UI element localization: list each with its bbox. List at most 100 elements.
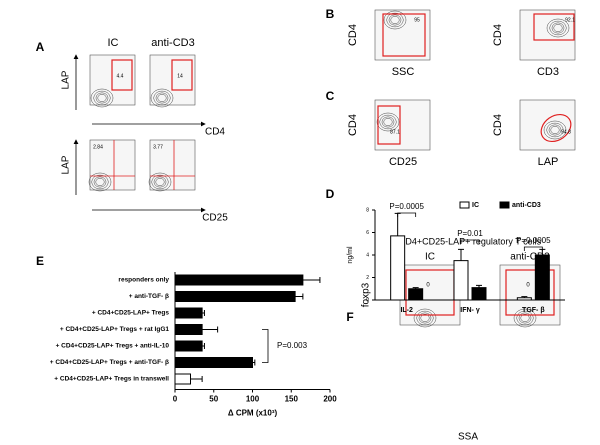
- axis-label: ng/ml: [347, 246, 354, 264]
- contour: [381, 116, 395, 128]
- category-label: + CD4+CD25-LAP+ Tregs in transwell: [54, 376, 169, 383]
- axis-label: LAP: [61, 70, 72, 89]
- bar: [408, 288, 424, 301]
- quadrant-value: 3.77: [153, 144, 163, 150]
- flow-plot: [374, 99, 431, 151]
- gate-value: 92.1: [565, 17, 575, 23]
- bar: [174, 307, 203, 319]
- contour: [420, 314, 430, 322]
- contour: [376, 112, 400, 132]
- x-tick-label: 50: [209, 395, 218, 404]
- x-tick-label: IFN- γ: [460, 307, 480, 314]
- x-tick-label: 0: [173, 395, 178, 404]
- contour: [416, 310, 434, 326]
- contour: [95, 92, 109, 104]
- axis-label: CD25: [202, 213, 228, 224]
- flow-plot: [89, 139, 136, 191]
- gate: [171, 59, 193, 91]
- panel-label: C: [326, 89, 335, 103]
- axis-label: LAP: [538, 156, 559, 168]
- contour: [513, 308, 537, 328]
- x-tick-label: 200: [323, 395, 337, 404]
- category-label: + CD4+CD25-LAP+ Tregs + anti-IL-10: [56, 343, 170, 350]
- axis-label: SSA: [458, 432, 478, 443]
- gate: [382, 13, 426, 57]
- quadrant-value: 2.84: [93, 144, 103, 150]
- contour: [97, 94, 107, 102]
- axis-label: CD4: [347, 114, 359, 136]
- panel-label: D: [326, 187, 335, 201]
- contour: [91, 174, 109, 190]
- gate-value: 14: [177, 73, 183, 79]
- axis-label: CD4: [492, 114, 504, 136]
- contour: [148, 172, 172, 192]
- x-tick-label: 150: [285, 395, 299, 404]
- panel-label: E: [36, 254, 44, 268]
- contour: [550, 126, 560, 134]
- contour: [418, 312, 432, 324]
- gate: [377, 105, 401, 145]
- bar: [174, 291, 296, 302]
- gate-value: 0: [526, 283, 530, 289]
- axis-label: SSC: [392, 66, 415, 78]
- panel-label: F: [346, 310, 353, 324]
- contour: [95, 178, 105, 186]
- contour: [546, 18, 570, 38]
- category-label: + anti-TGF- β: [129, 293, 169, 300]
- contour: [386, 12, 404, 28]
- x-tick-label: 100: [246, 395, 260, 404]
- axis-label: CD4: [347, 24, 359, 46]
- axis-label: foxp3: [361, 282, 372, 307]
- legend-label: IC: [472, 202, 479, 209]
- category-label: + CD4+CD25-LAP+ Tregs + rat IgG1: [60, 326, 169, 333]
- contour: [549, 20, 567, 36]
- contour: [155, 92, 169, 104]
- panel-label: B: [326, 7, 335, 21]
- flow-plot: [519, 9, 576, 61]
- contour: [383, 10, 407, 30]
- contour: [150, 88, 174, 108]
- flow-plot: [499, 264, 561, 326]
- axis-label: CD3: [537, 66, 559, 78]
- contour: [90, 88, 114, 108]
- category-label: + CD4+CD25-LAP+ Tregs + anti-TGF- β: [50, 359, 169, 366]
- axis-label: CD25: [389, 156, 417, 168]
- contour: [516, 310, 534, 326]
- column-label: IC: [108, 37, 119, 49]
- contour: [553, 24, 563, 32]
- bracket: [460, 239, 480, 244]
- annotation: P=0.0005: [389, 202, 424, 211]
- x-tick-label: IL-2: [400, 307, 413, 314]
- contour: [548, 124, 562, 136]
- bar: [174, 274, 304, 286]
- contour: [379, 114, 397, 130]
- contour: [151, 174, 169, 190]
- gate: [505, 269, 555, 316]
- bar: [174, 340, 203, 352]
- column-label: anti-CD3: [151, 37, 194, 49]
- bar: [471, 287, 487, 301]
- flow-plot: [519, 99, 576, 151]
- bar: [174, 357, 253, 368]
- y-tick-label: 8: [366, 207, 369, 213]
- contour: [390, 16, 400, 24]
- gate: [533, 13, 575, 41]
- contour: [520, 314, 530, 322]
- bar: [174, 324, 203, 335]
- contour: [383, 118, 393, 126]
- y-tick-label: 6: [366, 230, 369, 236]
- gate-value: 95: [414, 17, 420, 23]
- gate-value: 87.1: [390, 129, 400, 135]
- gate-value: 94.8: [561, 129, 571, 135]
- y-tick-label: 0: [366, 297, 369, 303]
- gate-value: 0: [426, 283, 430, 289]
- contour: [88, 172, 112, 192]
- column-label: IC: [425, 252, 435, 263]
- contour: [93, 90, 111, 106]
- bar: [516, 297, 532, 301]
- y-tick-label: 4: [366, 252, 369, 258]
- contour: [551, 22, 565, 34]
- bracket: [523, 246, 543, 251]
- x-tick-label: TGF- β: [522, 307, 545, 314]
